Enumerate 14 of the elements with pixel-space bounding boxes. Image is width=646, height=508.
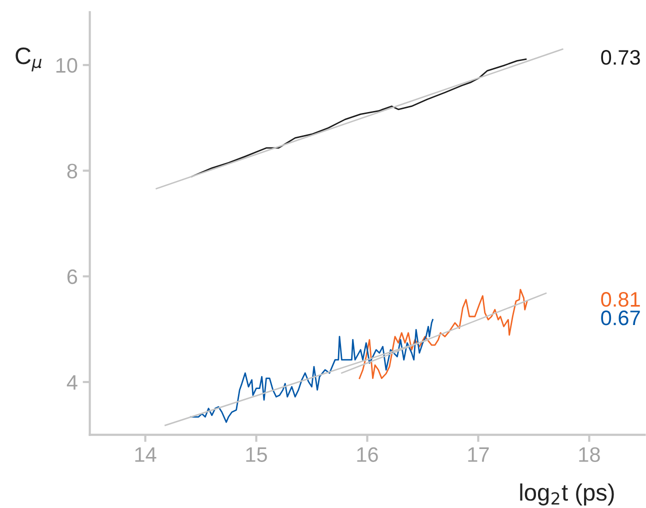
x-axis-title: log$_{2}$t (ps) [520,483,614,506]
y-tick-label: 8 [67,164,78,178]
text: 0.67 [601,310,640,326]
text: 0.81 [601,292,640,307]
y-tick-label: 10 [56,58,78,73]
x-tick-label: 15 [246,447,267,462]
x-tick-label: 14 [135,447,156,462]
x-tick-label: 17 [468,447,489,462]
y-axis-title: C$_{μ}$ [16,48,42,72]
text: 0.73 [601,50,640,65]
y-tick-label: 6 [67,269,78,284]
y-tick-label: 4 [66,375,78,390]
x-tick-label: 16 [357,447,378,462]
x-tick-label: 18 [579,447,600,462]
